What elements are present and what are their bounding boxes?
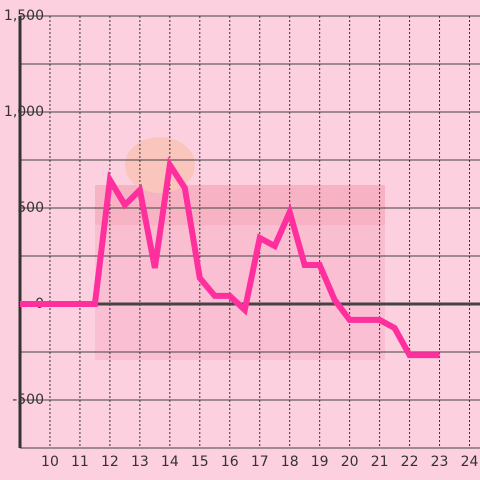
x-tick-label: 19: [311, 454, 329, 470]
x-tick-label: 23: [431, 454, 449, 470]
background-illustration: [95, 137, 385, 360]
x-tick-label: 10: [41, 454, 59, 470]
x-tick-label: 20: [341, 454, 359, 470]
x-tick-label: 18: [281, 454, 299, 470]
x-tick-label: 14: [161, 454, 179, 470]
y-tick-label: 1,000: [4, 104, 44, 120]
y-tick-label: 1,500: [4, 8, 44, 24]
y-tick-label: -500: [12, 392, 44, 408]
x-tick-label: 24: [461, 454, 479, 470]
x-tick-label: 15: [191, 454, 209, 470]
x-tick-label: 17: [251, 454, 269, 470]
building: [95, 200, 385, 360]
x-tick-label: 22: [401, 454, 419, 470]
x-tick-label: 12: [101, 454, 119, 470]
line: [20, 156, 440, 359]
x-tick-label: 16: [221, 454, 239, 470]
y-tick-label: 500: [17, 200, 44, 216]
x-tick-label: 21: [371, 454, 389, 470]
x-tick-label: 13: [131, 454, 149, 470]
x-tick-label: 11: [71, 454, 89, 470]
